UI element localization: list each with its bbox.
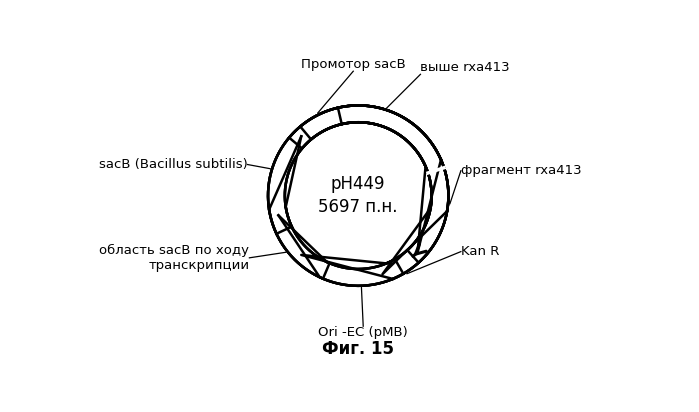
Text: выше rxa413: выше rxa413 bbox=[420, 61, 510, 74]
Polygon shape bbox=[278, 105, 449, 286]
Text: Kan R: Kan R bbox=[461, 245, 499, 258]
Polygon shape bbox=[301, 105, 449, 262]
Text: Промотор sacB: Промотор sacB bbox=[301, 58, 405, 71]
Text: область sacB по ходу
транскрипции: область sacB по ходу транскрипции bbox=[99, 244, 250, 272]
Polygon shape bbox=[269, 105, 448, 286]
Polygon shape bbox=[268, 105, 449, 279]
Text: 5697 п.н.: 5697 п.н. bbox=[319, 198, 398, 216]
Polygon shape bbox=[268, 105, 443, 286]
Text: фрагмент rxa413: фрагмент rxa413 bbox=[461, 164, 582, 177]
Text: sacB (Bacillus subtilis): sacB (Bacillus subtilis) bbox=[99, 158, 247, 171]
Text: Ori -EC (pMB): Ori -EC (pMB) bbox=[318, 326, 408, 339]
Text: Фиг. 15: Фиг. 15 bbox=[322, 340, 394, 358]
Polygon shape bbox=[268, 105, 449, 281]
Text: pH449: pH449 bbox=[331, 176, 385, 193]
